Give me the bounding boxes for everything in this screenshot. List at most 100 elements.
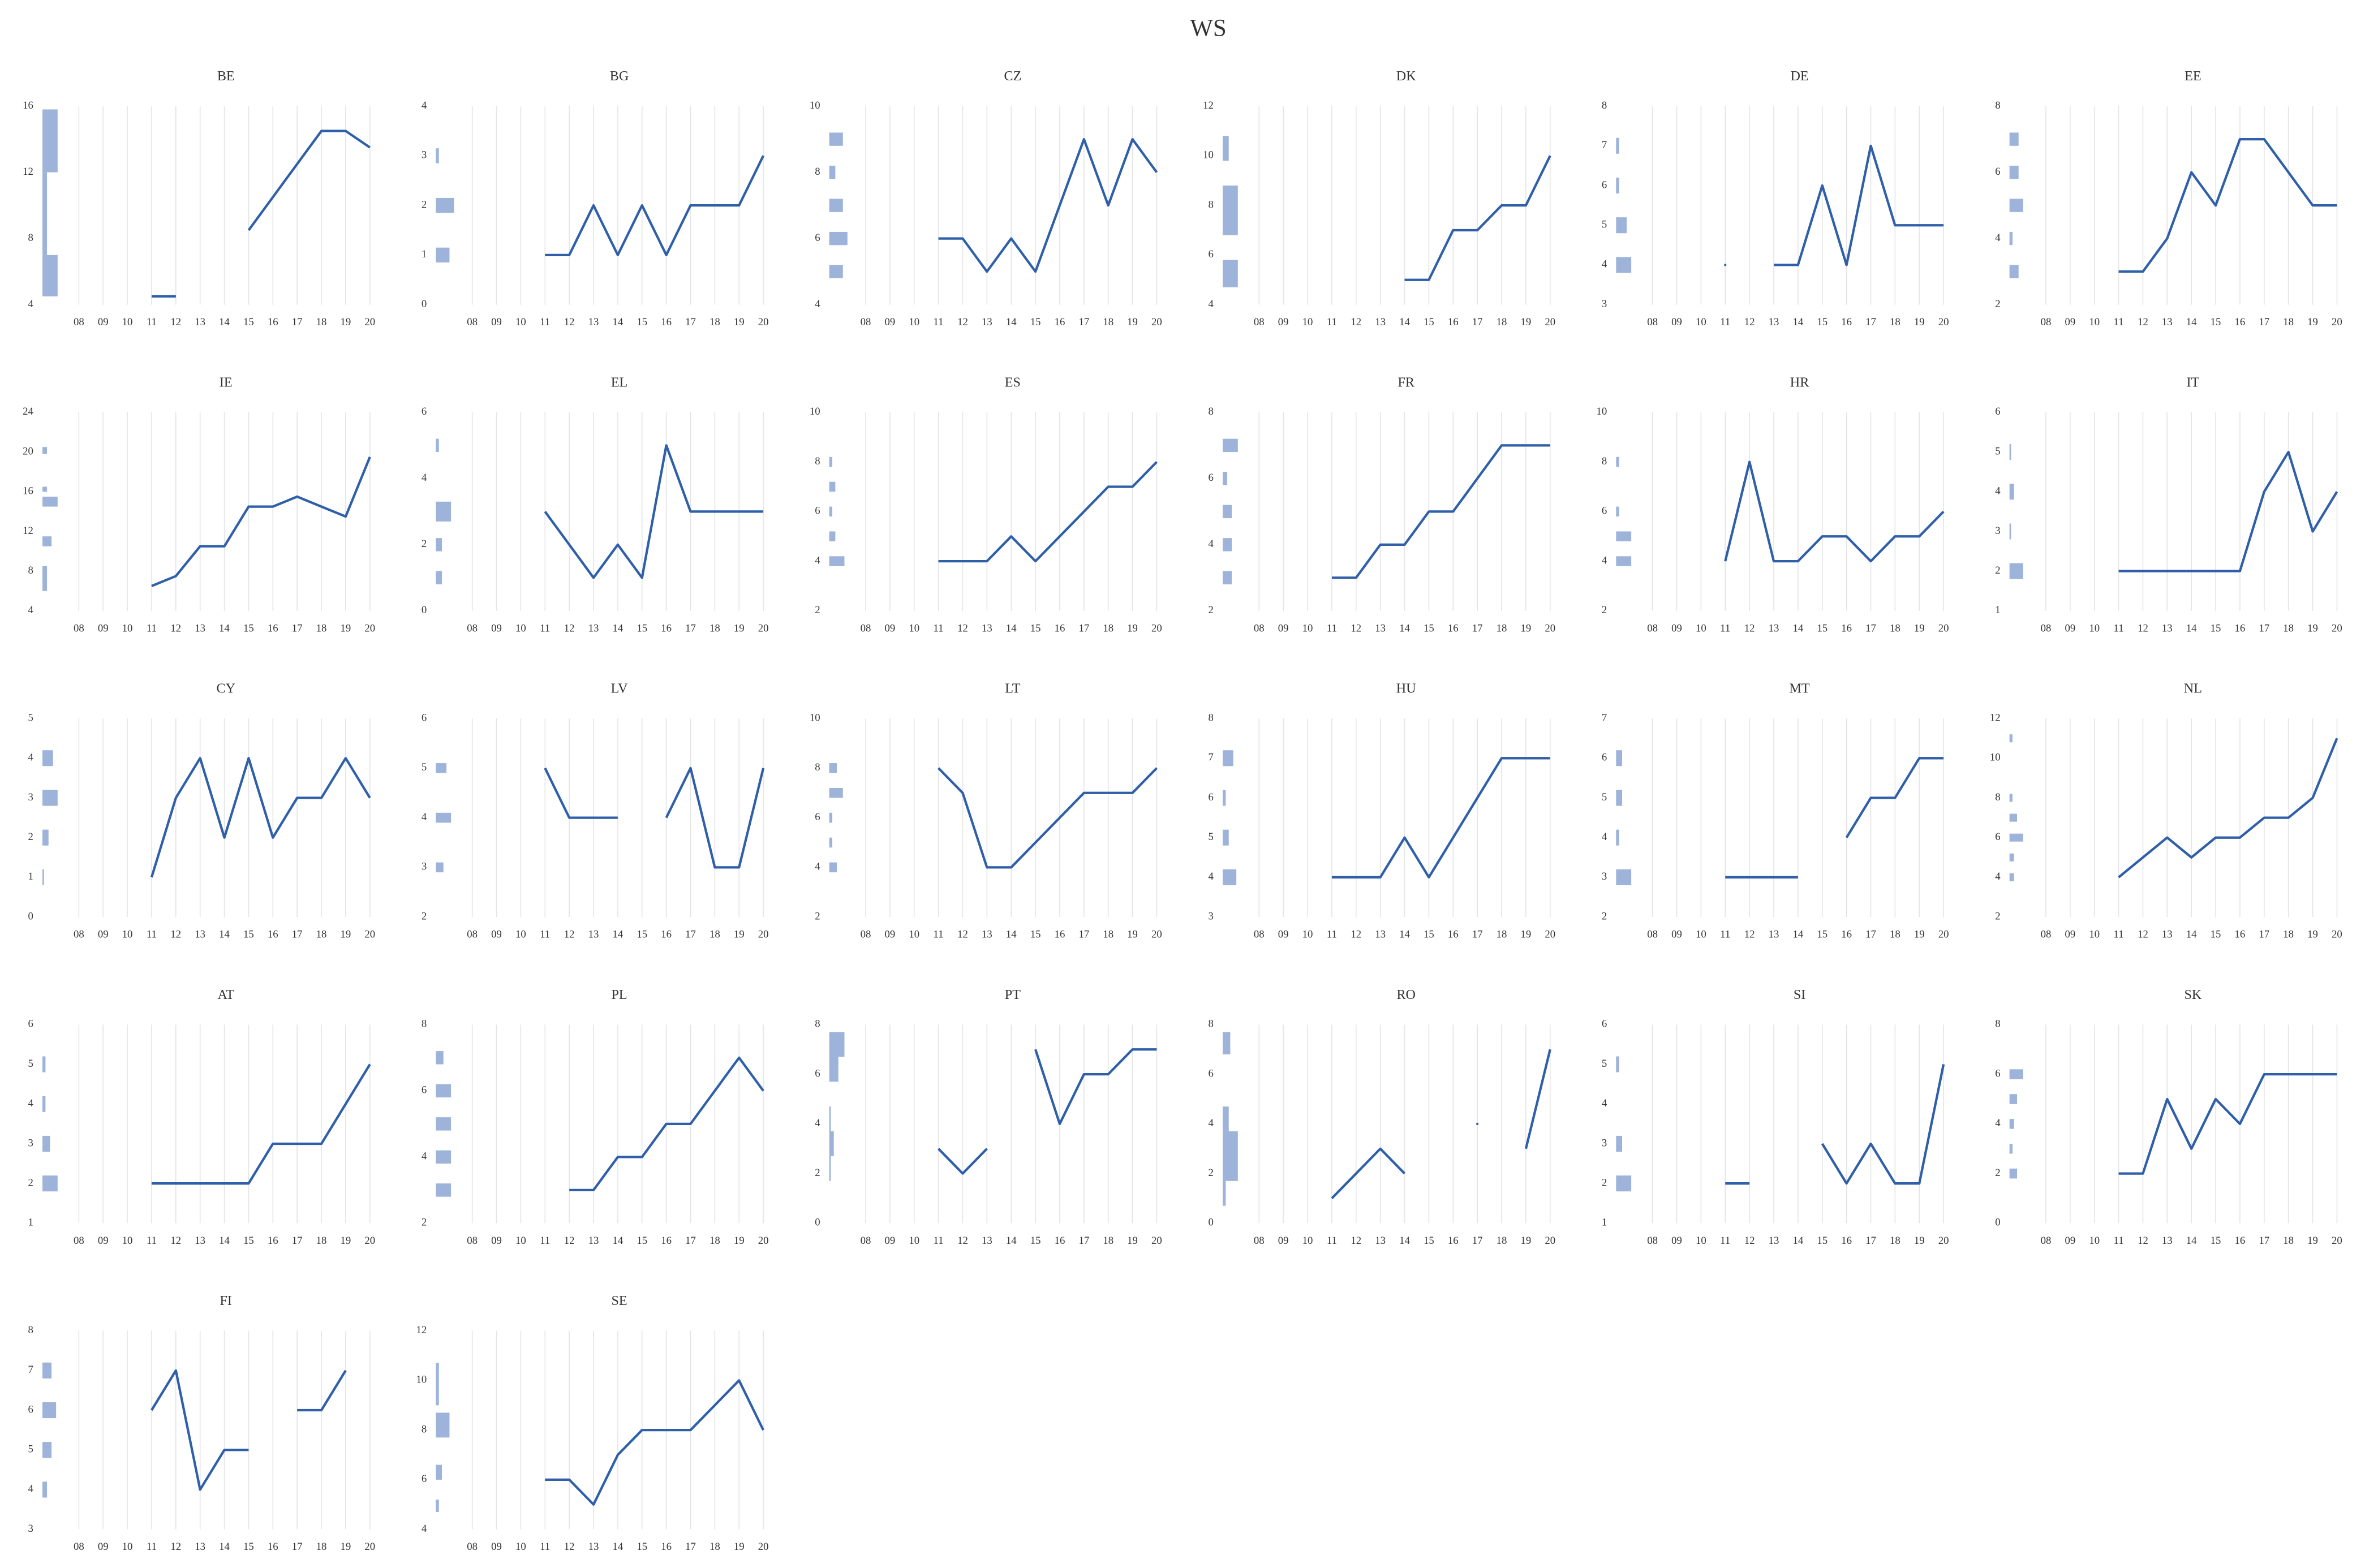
x-tick-label: 16	[1448, 316, 1459, 328]
y-tick-label: 2	[1209, 604, 1214, 616]
hist-bar	[436, 197, 454, 213]
hist-bar	[1223, 136, 1229, 161]
hist-bar	[42, 1135, 50, 1152]
x-tick-label: 19	[1914, 1235, 1925, 1247]
x-tick-label: 17	[1865, 622, 1876, 634]
x-tick-label: 08	[1647, 1235, 1658, 1247]
x-tick-label: 09	[1671, 622, 1682, 634]
x-tick-label: 13	[2162, 929, 2173, 941]
x-tick-label: 10	[1302, 622, 1313, 634]
x-tick-label: 14	[219, 1541, 230, 1553]
x-tick-label: 09	[491, 929, 502, 941]
y-tick-label: 8	[1209, 406, 1214, 417]
x-tick-label: 18	[1103, 316, 1113, 328]
y-tick-label: 12	[1990, 712, 2001, 723]
y-tick-label: 12	[23, 166, 33, 178]
x-tick-label: 18	[316, 1541, 327, 1553]
hist-bar	[436, 1363, 439, 1406]
x-tick-label: 12	[957, 622, 968, 634]
hist-bar	[1223, 829, 1229, 846]
x-tick-label: 16	[268, 622, 278, 634]
y-tick-label: 2	[422, 538, 427, 550]
y-tick-label: 6	[1209, 791, 1214, 803]
x-tick-label: 13	[195, 1235, 205, 1247]
hist-bar	[436, 438, 439, 453]
panel-title: HR	[1790, 375, 1809, 390]
y-tick-label: 2	[1995, 565, 2000, 576]
y-tick-label: 2	[815, 604, 820, 616]
hist-bar	[1223, 438, 1238, 453]
hist-bar	[2009, 1119, 2014, 1129]
x-tick-label: 11	[1720, 622, 1730, 634]
x-tick-label: 11	[540, 1541, 550, 1553]
x-tick-label: 15	[637, 1541, 647, 1553]
x-tick-label: 19	[341, 316, 351, 328]
x-tick-label: 13	[588, 316, 599, 328]
x-tick-label: 08	[861, 316, 871, 328]
y-tick-label: 0	[422, 298, 427, 310]
x-tick-label: 20	[1545, 622, 1555, 634]
x-tick-label: 17	[685, 316, 696, 328]
panel-title: PT	[1005, 988, 1021, 1002]
x-tick-label: 12	[1351, 316, 1361, 328]
x-tick-label: 14	[219, 1235, 230, 1247]
x-tick-label: 14	[219, 622, 230, 634]
hist-bar	[436, 247, 450, 263]
x-tick-label: 11	[934, 929, 944, 941]
hist-bar	[2009, 873, 2014, 881]
x-tick-label: 15	[2211, 1235, 2221, 1247]
x-tick-label: 13	[982, 622, 992, 634]
x-tick-label: 14	[1399, 622, 1410, 634]
y-tick-label: 4	[1209, 538, 1214, 550]
line	[2118, 137, 2337, 273]
x-tick-label: 16	[1448, 929, 1459, 941]
x-tick-label: 14	[1399, 316, 1410, 328]
hist-bar	[829, 1057, 838, 1082]
x-tick-label: 19	[341, 622, 351, 634]
y-tick-label: 4	[1209, 871, 1214, 882]
point	[1724, 264, 1727, 266]
x-tick-label: 09	[2065, 316, 2075, 328]
x-tick-label: 12	[1744, 622, 1755, 634]
x-tick-label: 12	[564, 622, 575, 634]
hist-bar	[829, 165, 836, 179]
hist-bar	[829, 265, 843, 278]
y-tick-label: 6	[1602, 179, 1607, 191]
y-tick-label: 6	[1995, 166, 2000, 178]
x-tick-label: 19	[1521, 1235, 1532, 1247]
x-tick-label: 11	[147, 1541, 157, 1553]
x-tick-label: 20	[1151, 622, 1162, 634]
panel-title: BG	[610, 69, 629, 84]
line	[544, 444, 764, 579]
hist-bar	[829, 531, 836, 542]
hist-bar	[1223, 571, 1232, 585]
hist-bar	[42, 1096, 46, 1112]
y-tick-label: 2	[1995, 910, 2000, 922]
x-tick-label: 09	[1278, 929, 1289, 941]
x-tick-label: 11	[934, 622, 944, 634]
x-tick-label: 08	[1647, 622, 1658, 634]
x-tick-label: 17	[1472, 929, 1483, 941]
y-tick-label: 3	[1209, 910, 1214, 922]
hist-bar	[436, 571, 442, 585]
hist-bar	[1616, 531, 1632, 542]
x-tick-label: 13	[1769, 929, 1779, 941]
x-tick-label: 13	[2162, 1235, 2173, 1247]
x-tick-label: 12	[2138, 929, 2148, 941]
x-tick-label: 15	[243, 929, 254, 941]
x-tick-label: 20	[758, 1235, 769, 1247]
y-tick-label: 2	[1995, 1167, 2000, 1179]
y-tick-label: 4	[1995, 1117, 2001, 1129]
x-tick-label: 12	[2138, 316, 2148, 328]
y-tick-label: 8	[422, 1423, 427, 1435]
x-tick-label: 15	[2211, 929, 2221, 941]
panel-title: SK	[2184, 988, 2201, 1002]
x-tick-label: 20	[364, 929, 375, 941]
y-tick-label: 6	[815, 505, 820, 517]
hist-bar	[42, 172, 48, 255]
x-tick-label: 16	[268, 929, 278, 941]
hist-bar	[42, 486, 48, 492]
y-tick-label: 5	[422, 761, 427, 773]
y-tick-label: 4	[28, 1483, 34, 1495]
